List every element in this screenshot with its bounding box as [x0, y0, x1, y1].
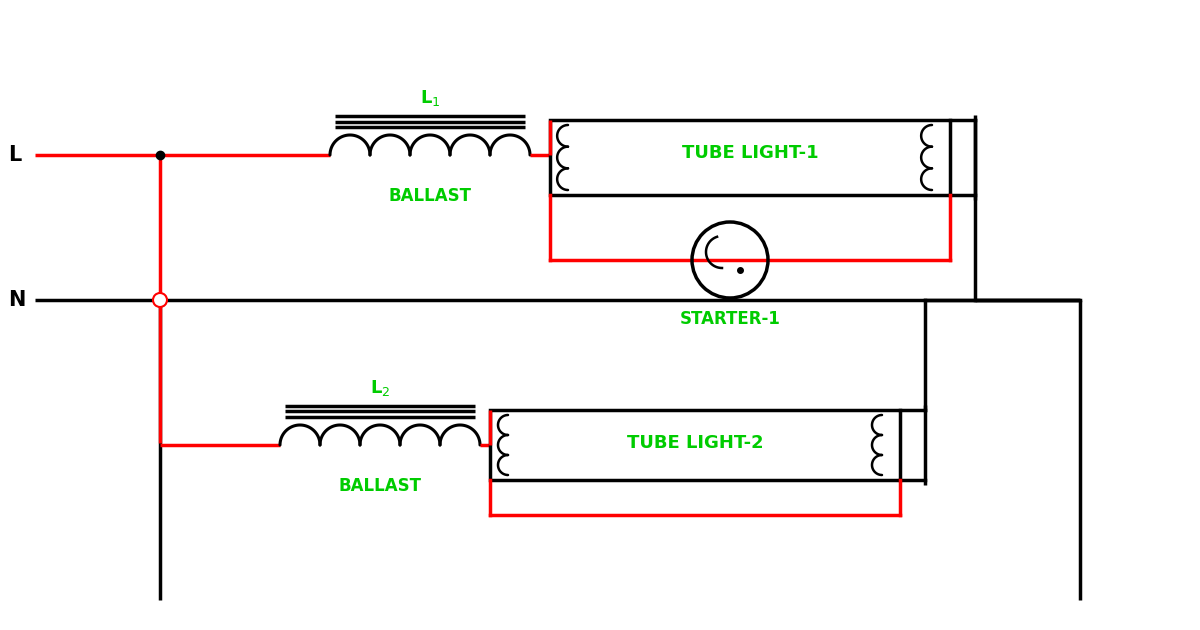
Text: BALLAST: BALLAST: [338, 477, 421, 495]
Text: L$_1$: L$_1$: [420, 88, 440, 108]
Text: TUBE LIGHT-2: TUBE LIGHT-2: [626, 434, 763, 452]
Circle shape: [154, 293, 167, 307]
Bar: [490, 410, 900, 480]
Text: STARTER-1: STARTER-1: [679, 310, 780, 328]
Text: L$_2$: L$_2$: [370, 378, 390, 398]
Text: TUBE LIGHT-1: TUBE LIGHT-1: [682, 144, 818, 161]
Text: N: N: [8, 290, 25, 310]
Text: BALLAST: BALLAST: [389, 187, 472, 205]
Text: L: L: [8, 145, 22, 165]
Bar: [550, 120, 950, 195]
